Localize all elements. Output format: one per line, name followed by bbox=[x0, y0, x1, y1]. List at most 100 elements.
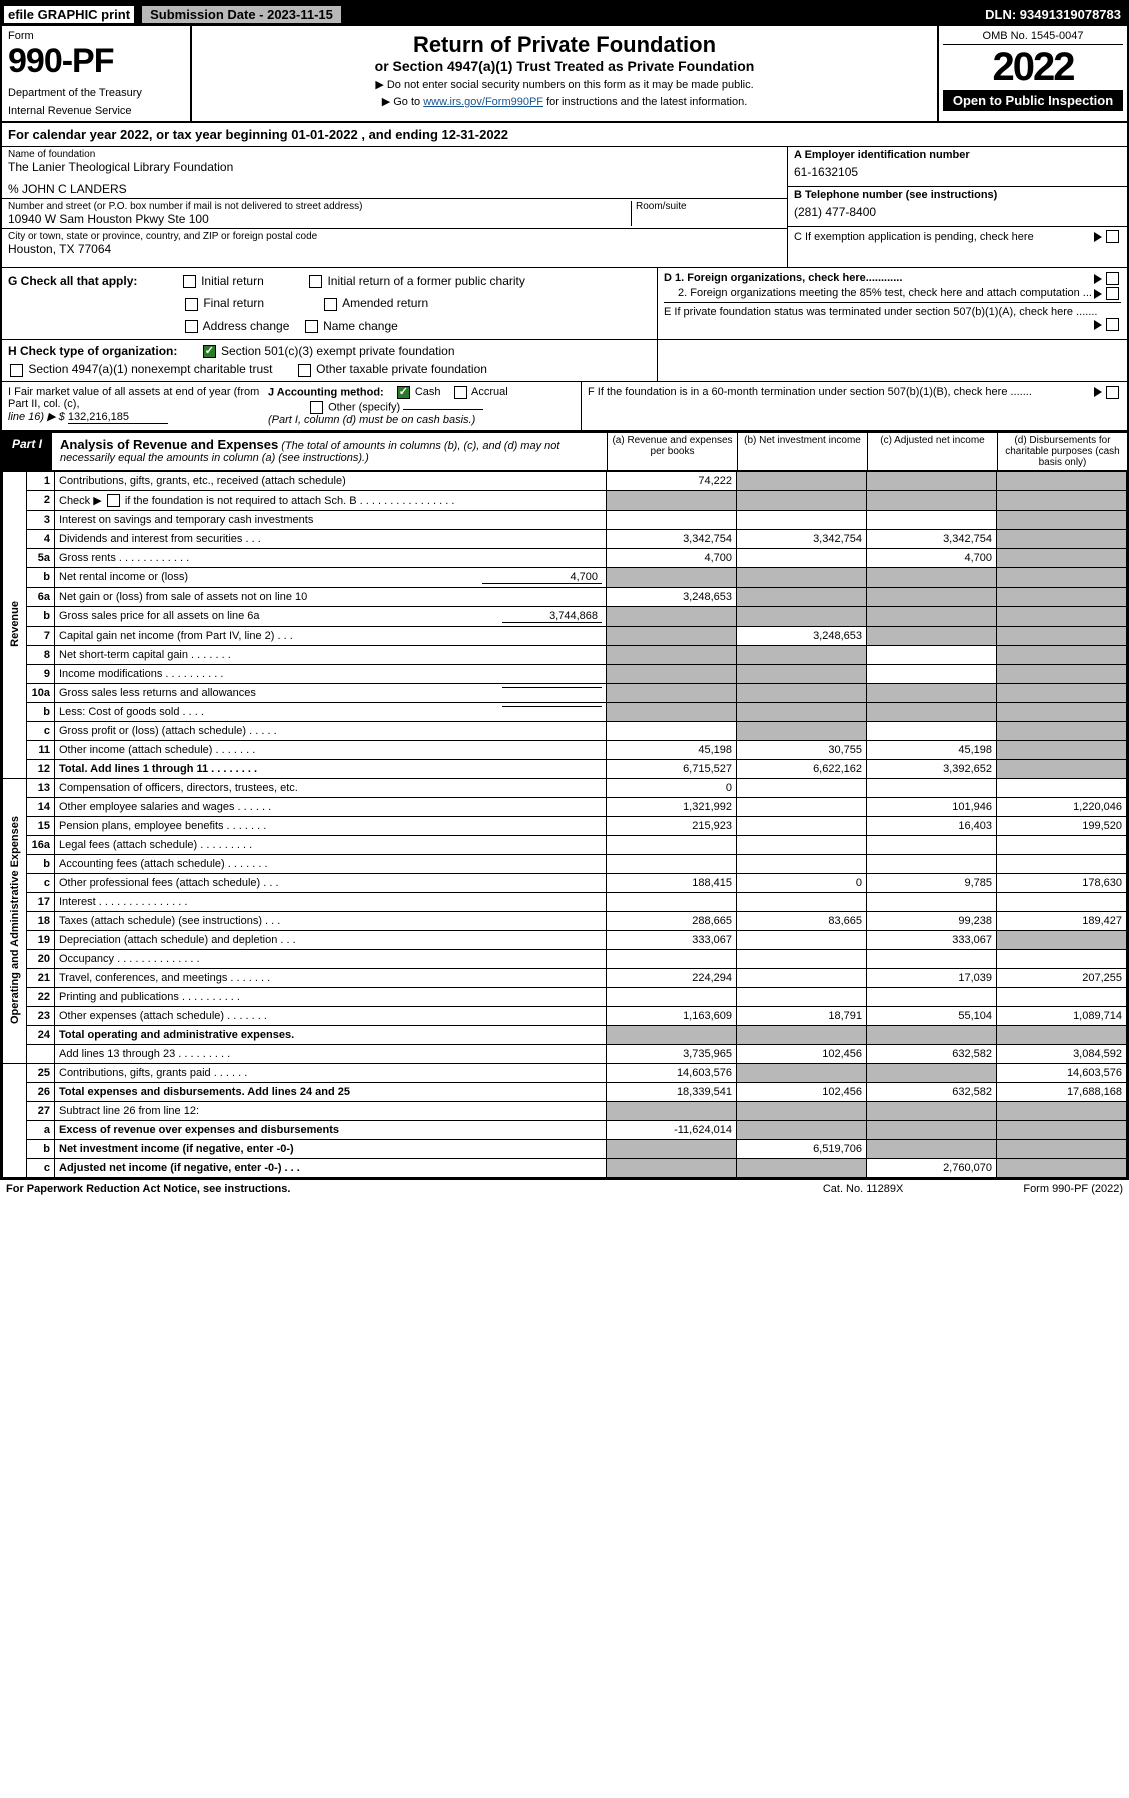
j-label: J Accounting method: bbox=[268, 386, 384, 398]
room-label: Room/suite bbox=[636, 201, 781, 212]
dept-treasury: Department of the Treasury bbox=[8, 87, 184, 99]
arrow-icon bbox=[1094, 289, 1102, 299]
arrow-icon bbox=[1094, 274, 1102, 284]
city-state-zip: Houston, TX 77064 bbox=[8, 242, 781, 256]
table-row: bLess: Cost of goods sold . . . . bbox=[3, 703, 1127, 722]
table-row: 3Interest on savings and temporary cash … bbox=[3, 511, 1127, 530]
phone-label: B Telephone number (see instructions) bbox=[794, 189, 1121, 201]
final-return-checkbox[interactable] bbox=[185, 298, 198, 311]
table-row: 25Contributions, gifts, grants paid . . … bbox=[3, 1064, 1127, 1083]
foundation-name: The Lanier Theological Library Foundatio… bbox=[8, 160, 781, 174]
city-label: City or town, state or province, country… bbox=[8, 231, 781, 242]
col-b-header: (b) Net investment income bbox=[737, 433, 867, 470]
e-checkbox[interactable] bbox=[1106, 318, 1119, 331]
addr-label: Number and street (or P.O. box number if… bbox=[8, 201, 631, 212]
year-begin: 01-01-2022 bbox=[291, 127, 358, 142]
form-ref: Form 990-PF (2022) bbox=[1023, 1183, 1123, 1195]
fmv-value: 132,216,185 bbox=[68, 411, 168, 424]
initial-return-checkbox[interactable] bbox=[183, 275, 196, 288]
part1-title: Analysis of Revenue and Expenses bbox=[60, 437, 278, 452]
initial-former-checkbox[interactable] bbox=[309, 275, 322, 288]
other-method-checkbox[interactable] bbox=[310, 401, 323, 414]
d1-checkbox[interactable] bbox=[1106, 272, 1119, 285]
amended-checkbox[interactable] bbox=[324, 298, 337, 311]
part1-table: Revenue 1Contributions, gifts, grants, e… bbox=[2, 471, 1127, 1179]
g-label: G Check all that apply: bbox=[8, 274, 137, 288]
arrow-icon bbox=[1094, 232, 1102, 242]
form-title: Return of Private Foundation bbox=[198, 32, 931, 58]
table-row: 2Check ▶ if the foundation is not requir… bbox=[3, 490, 1127, 511]
other-taxable-checkbox[interactable] bbox=[298, 364, 311, 377]
table-row: aExcess of revenue over expenses and dis… bbox=[3, 1121, 1127, 1140]
arrow-icon bbox=[1094, 320, 1102, 330]
table-row: bAccounting fees (attach schedule) . . .… bbox=[3, 855, 1127, 874]
table-row: 8Net short-term capital gain . . . . . .… bbox=[3, 646, 1127, 665]
page-footer: For Paperwork Reduction Act Notice, see … bbox=[0, 1180, 1129, 1198]
table-row: 18Taxes (attach schedule) (see instructi… bbox=[3, 912, 1127, 931]
table-row: cGross profit or (loss) (attach schedule… bbox=[3, 722, 1127, 741]
table-row: 5aGross rents . . . . . . . . . . . .4,7… bbox=[3, 549, 1127, 568]
f-label: F If the foundation is in a 60-month ter… bbox=[588, 386, 1032, 398]
phone-value: (281) 477-8400 bbox=[794, 205, 1121, 219]
table-row: 26Total expenses and disbursements. Add … bbox=[3, 1083, 1127, 1102]
address-change-checkbox[interactable] bbox=[185, 320, 198, 333]
form-number: 990-PF bbox=[8, 42, 184, 81]
table-row: bGross sales price for all assets on lin… bbox=[3, 607, 1127, 627]
d2-checkbox[interactable] bbox=[1106, 287, 1119, 300]
j-note: (Part I, column (d) must be on cash basi… bbox=[268, 414, 575, 426]
table-row: bNet rental income or (loss) 4,700 bbox=[3, 568, 1127, 588]
calendar-year-row: For calendar year 2022, or tax year begi… bbox=[2, 123, 1127, 147]
table-row: 12Total. Add lines 1 through 11 . . . . … bbox=[3, 760, 1127, 779]
top-bar: efile GRAPHIC print Submission Date - 20… bbox=[2, 2, 1127, 26]
ssn-warning: ▶ Do not enter social security numbers o… bbox=[198, 78, 931, 91]
accrual-checkbox[interactable] bbox=[454, 386, 467, 399]
revenue-label: Revenue bbox=[9, 601, 21, 647]
col-a-header: (a) Revenue and expenses per books bbox=[607, 433, 737, 470]
table-row: bNet investment income (if negative, ent… bbox=[3, 1140, 1127, 1159]
table-row: 4Dividends and interest from securities … bbox=[3, 530, 1127, 549]
table-row: 15Pension plans, employee benefits . . .… bbox=[3, 817, 1127, 836]
table-row: 11Other income (attach schedule) . . . .… bbox=[3, 741, 1127, 760]
care-of: % JOHN C LANDERS bbox=[8, 182, 781, 196]
part1-tab: Part I bbox=[2, 433, 52, 470]
efile-badge: efile GRAPHIC print bbox=[2, 4, 136, 25]
pending-checkbox[interactable] bbox=[1106, 230, 1119, 243]
table-row: cOther professional fees (attach schedul… bbox=[3, 874, 1127, 893]
501c3-checkbox[interactable] bbox=[203, 345, 216, 358]
cash-checkbox[interactable] bbox=[397, 386, 410, 399]
table-row: 21Travel, conferences, and meetings . . … bbox=[3, 969, 1127, 988]
table-row: Operating and Administrative Expenses 13… bbox=[3, 779, 1127, 798]
goto-note: ▶ Go to www.irs.gov/Form990PF for instru… bbox=[198, 95, 931, 108]
h-label: H Check type of organization: bbox=[8, 344, 177, 358]
irs-label: Internal Revenue Service bbox=[8, 105, 184, 117]
4947a1-checkbox[interactable] bbox=[10, 364, 23, 377]
table-row: Add lines 13 through 23 . . . . . . . . … bbox=[3, 1045, 1127, 1064]
form-header: Form 990-PF Department of the Treasury I… bbox=[2, 26, 1127, 123]
paperwork-notice: For Paperwork Reduction Act Notice, see … bbox=[6, 1183, 290, 1195]
schb-checkbox[interactable] bbox=[107, 494, 120, 507]
table-row: 16aLegal fees (attach schedule) . . . . … bbox=[3, 836, 1127, 855]
f-checkbox[interactable] bbox=[1106, 386, 1119, 399]
table-row: cAdjusted net income (if negative, enter… bbox=[3, 1159, 1127, 1178]
table-row: 23Other expenses (attach schedule) . . .… bbox=[3, 1007, 1127, 1026]
table-row: 9Income modifications . . . . . . . . . … bbox=[3, 665, 1127, 684]
tax-year: 2022 bbox=[943, 45, 1123, 90]
form-label: Form bbox=[8, 30, 184, 42]
form-subtitle: or Section 4947(a)(1) Trust Treated as P… bbox=[198, 58, 931, 74]
name-change-checkbox[interactable] bbox=[305, 320, 318, 333]
table-row: 14Other employee salaries and wages . . … bbox=[3, 798, 1127, 817]
table-row: 27Subtract line 26 from line 12: bbox=[3, 1102, 1127, 1121]
table-row: 20Occupancy . . . . . . . . . . . . . . bbox=[3, 950, 1127, 969]
table-row: 17Interest . . . . . . . . . . . . . . . bbox=[3, 893, 1127, 912]
table-row: 7Capital gain net income (from Part IV, … bbox=[3, 627, 1127, 646]
table-row: 22Printing and publications . . . . . . … bbox=[3, 988, 1127, 1007]
pending-label: C If exemption application is pending, c… bbox=[794, 231, 1034, 243]
table-row: 10aGross sales less returns and allowanc… bbox=[3, 684, 1127, 703]
cat-no: Cat. No. 11289X bbox=[823, 1183, 904, 1195]
street-address: 10940 W Sam Houston Pkwy Ste 100 bbox=[8, 212, 631, 226]
dln: DLN: 93491319078783 bbox=[985, 7, 1127, 22]
form-url-link[interactable]: www.irs.gov/Form990PF bbox=[423, 96, 543, 108]
table-row: Revenue 1Contributions, gifts, grants, e… bbox=[3, 471, 1127, 490]
omb-number: OMB No. 1545-0047 bbox=[943, 30, 1123, 45]
opex-label: Operating and Administrative Expenses bbox=[9, 816, 21, 1024]
